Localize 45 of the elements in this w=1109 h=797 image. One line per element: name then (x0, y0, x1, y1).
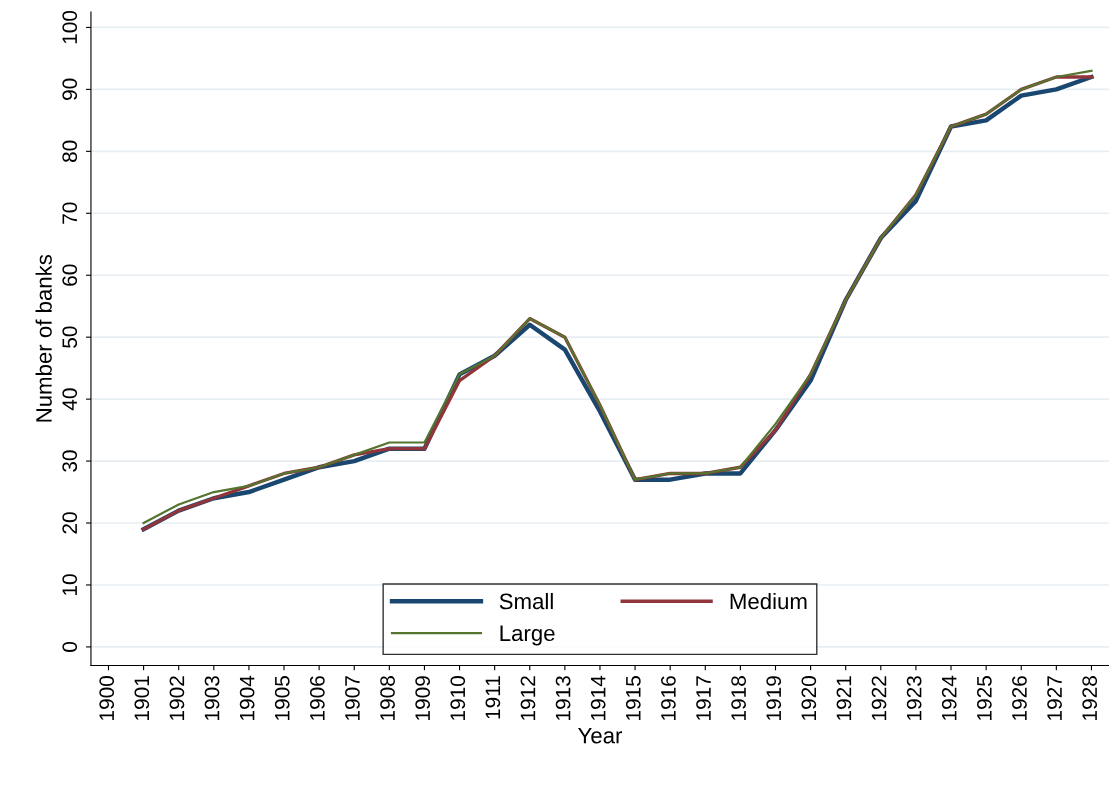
y-tick-label: 30 (62, 450, 78, 472)
y-tick-label: 20 (62, 512, 78, 534)
x-tick-label: 1901 (134, 676, 150, 720)
legend-label: Medium (730, 592, 807, 610)
x-tick-label: 1915 (625, 676, 641, 720)
y-tick-label: 90 (62, 78, 78, 100)
x-tick-label: 1922 (871, 676, 887, 720)
x-tick-label: 1911 (485, 676, 501, 719)
x-tick-label: 1908 (380, 676, 395, 720)
x-tick-label: 1905 (274, 676, 290, 720)
y-tick-label: 80 (62, 140, 78, 163)
y-tick-label: 0 (62, 641, 78, 652)
x-tick-label: 1906 (309, 676, 325, 720)
x-tick-label: 1925 (976, 676, 992, 720)
x-tick-label: 1904 (239, 675, 255, 720)
x-tick-label: 1902 (169, 676, 185, 720)
x-tick-label: 1913 (555, 676, 571, 720)
x-tick-label: 1907 (345, 676, 360, 720)
y-tick-label: 40 (62, 388, 78, 411)
y-tick-label: 50 (62, 326, 78, 348)
x-tick-label: 1920 (801, 676, 817, 720)
y-tick-label: 100 (62, 10, 78, 44)
legend-label: Large (500, 625, 555, 646)
x-tick-label: 1919 (766, 676, 782, 720)
x-tick-label: 1900 (99, 676, 115, 720)
legend-label: Small (499, 592, 553, 610)
y-tick-label: 60 (62, 264, 78, 286)
x-tick-label: 1917 (696, 676, 711, 720)
y-axis-title: Number of banks (35, 254, 52, 422)
x-tick-label: 1928 (1082, 676, 1098, 720)
y-tick-label: 70 (62, 202, 78, 224)
x-tick-label: 1926 (1012, 676, 1027, 720)
x-tick-label: 1909 (415, 676, 431, 720)
x-tick-label: 1912 (520, 676, 536, 720)
x-tick-label: 1921 (836, 676, 852, 720)
x-tick-label: 1923 (906, 676, 922, 720)
y-tick-label: 10 (62, 574, 78, 595)
x-tick-label: 1924 (941, 675, 957, 720)
x-tick-label: 1918 (731, 676, 746, 720)
x-tick-label: 1927 (1047, 676, 1062, 720)
x-tick-label: 1916 (661, 676, 676, 720)
x-axis-title: Year (578, 727, 623, 744)
x-tick-label: 1910 (450, 676, 466, 720)
x-tick-label: 1903 (204, 676, 220, 720)
x-tick-label: 1914 (590, 675, 606, 720)
